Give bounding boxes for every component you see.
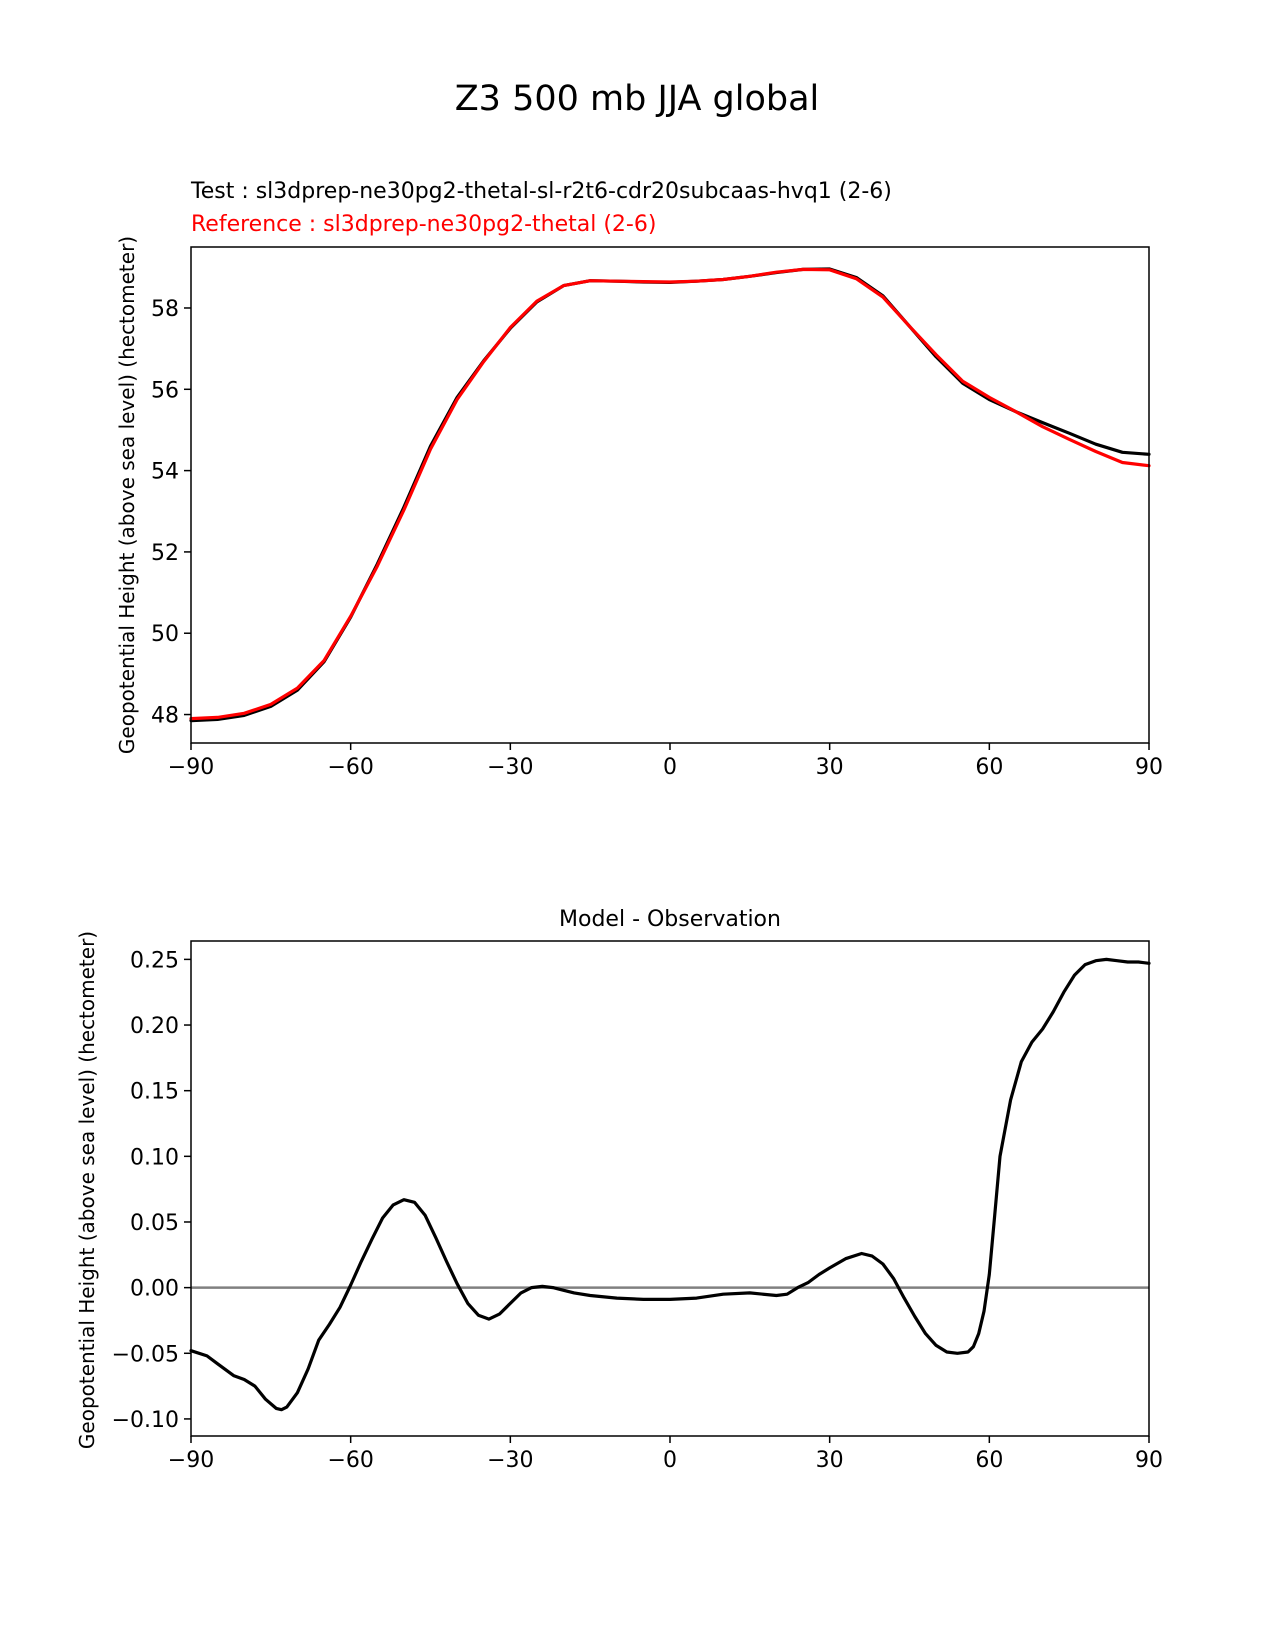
y-tick-label: 58 bbox=[151, 297, 179, 322]
top-chart: −90 −60 −30 0 30 60 90 48 50 52 54 56 58 bbox=[151, 246, 1163, 780]
y-tick-label: 50 bbox=[151, 622, 179, 647]
x-tick-label: −60 bbox=[327, 1448, 373, 1473]
x-tick-label: −30 bbox=[487, 1448, 533, 1473]
y-tick-label: −0.05 bbox=[112, 1342, 179, 1367]
y-tick-label: 52 bbox=[151, 541, 179, 566]
figure-title: Z3 500 mb JJA global bbox=[455, 79, 820, 119]
series-line-reference bbox=[189, 267, 1151, 721]
x-tick-label: −90 bbox=[168, 755, 214, 780]
x-tick-label: 0 bbox=[663, 1448, 677, 1473]
y-tick-label: −0.10 bbox=[112, 1408, 179, 1433]
y-tick-label: 0.05 bbox=[130, 1211, 179, 1236]
test-label: Test : sl3dprep-ne30pg2-thetal-sl-r2t6-c… bbox=[190, 179, 892, 204]
y-tick-label: 0.10 bbox=[130, 1145, 179, 1170]
x-tick-label: 30 bbox=[816, 1448, 844, 1473]
x-tick-label: −60 bbox=[327, 755, 373, 780]
y-tick-label: 54 bbox=[151, 460, 179, 485]
x-tick-label: −90 bbox=[168, 1448, 214, 1473]
y-tick-label: 48 bbox=[151, 704, 179, 729]
bottom-chart-ylabel: Geopotential Height (above sea level) (h… bbox=[75, 931, 99, 1449]
y-tick-label: 0.20 bbox=[130, 1014, 179, 1039]
x-tick-label: 90 bbox=[1135, 1448, 1163, 1473]
series-line-model-observation bbox=[189, 957, 1151, 1412]
x-tick-label: 90 bbox=[1135, 755, 1163, 780]
plot-frame bbox=[190, 246, 1150, 744]
y-tick-label: 56 bbox=[151, 378, 179, 403]
x-tick-label: −30 bbox=[487, 755, 533, 780]
x-tick-label: 30 bbox=[816, 755, 844, 780]
y-tick-label: 0.15 bbox=[130, 1080, 179, 1105]
series-line-test bbox=[189, 267, 1151, 723]
plot-frame bbox=[190, 940, 1150, 1437]
top-chart-ylabel: Geopotential Height (above sea level) (h… bbox=[115, 236, 139, 754]
reference-label: Reference : sl3dprep-ne30pg2-thetal (2-6… bbox=[191, 212, 656, 237]
x-tick-label: 0 bbox=[663, 755, 677, 780]
y-tick-label: 0.25 bbox=[130, 948, 179, 973]
bottom-chart: −90 −60 −30 0 30 60 90 −0.10 −0.05 0.00 0.05 0.10 0.… bbox=[112, 940, 1163, 1473]
bottom-chart-title: Model - Observation bbox=[559, 907, 781, 932]
y-tick-label: 0.00 bbox=[130, 1277, 179, 1302]
x-tick-label: 60 bbox=[975, 1448, 1003, 1473]
x-tick-label: 60 bbox=[975, 755, 1003, 780]
